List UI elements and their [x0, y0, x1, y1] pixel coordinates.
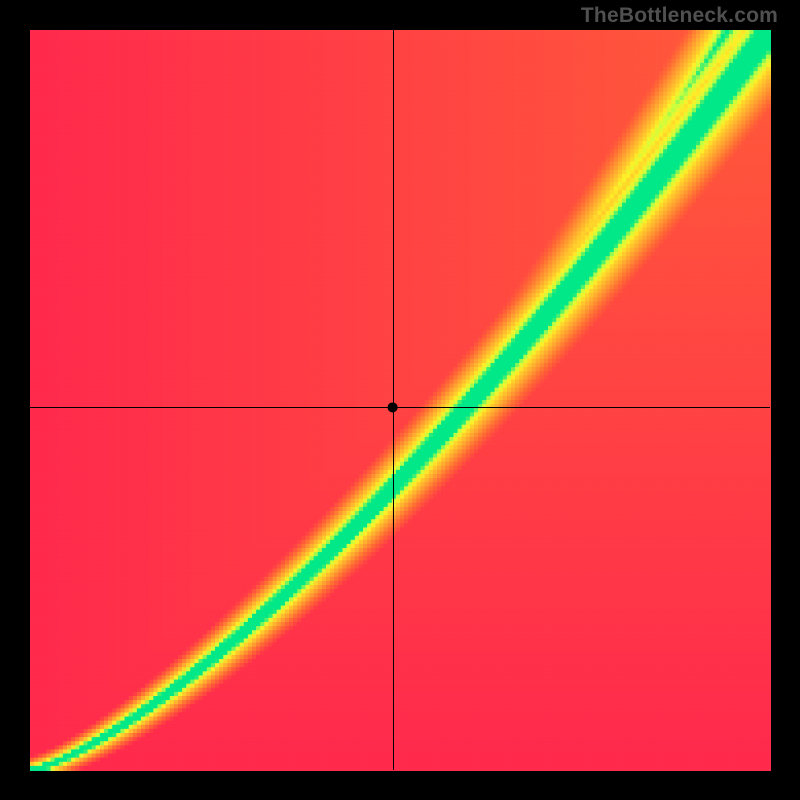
bottleneck-heatmap — [0, 0, 800, 800]
watermark-label: TheBottleneck.com — [581, 4, 778, 28]
chart-stage: TheBottleneck.com — [0, 0, 800, 800]
